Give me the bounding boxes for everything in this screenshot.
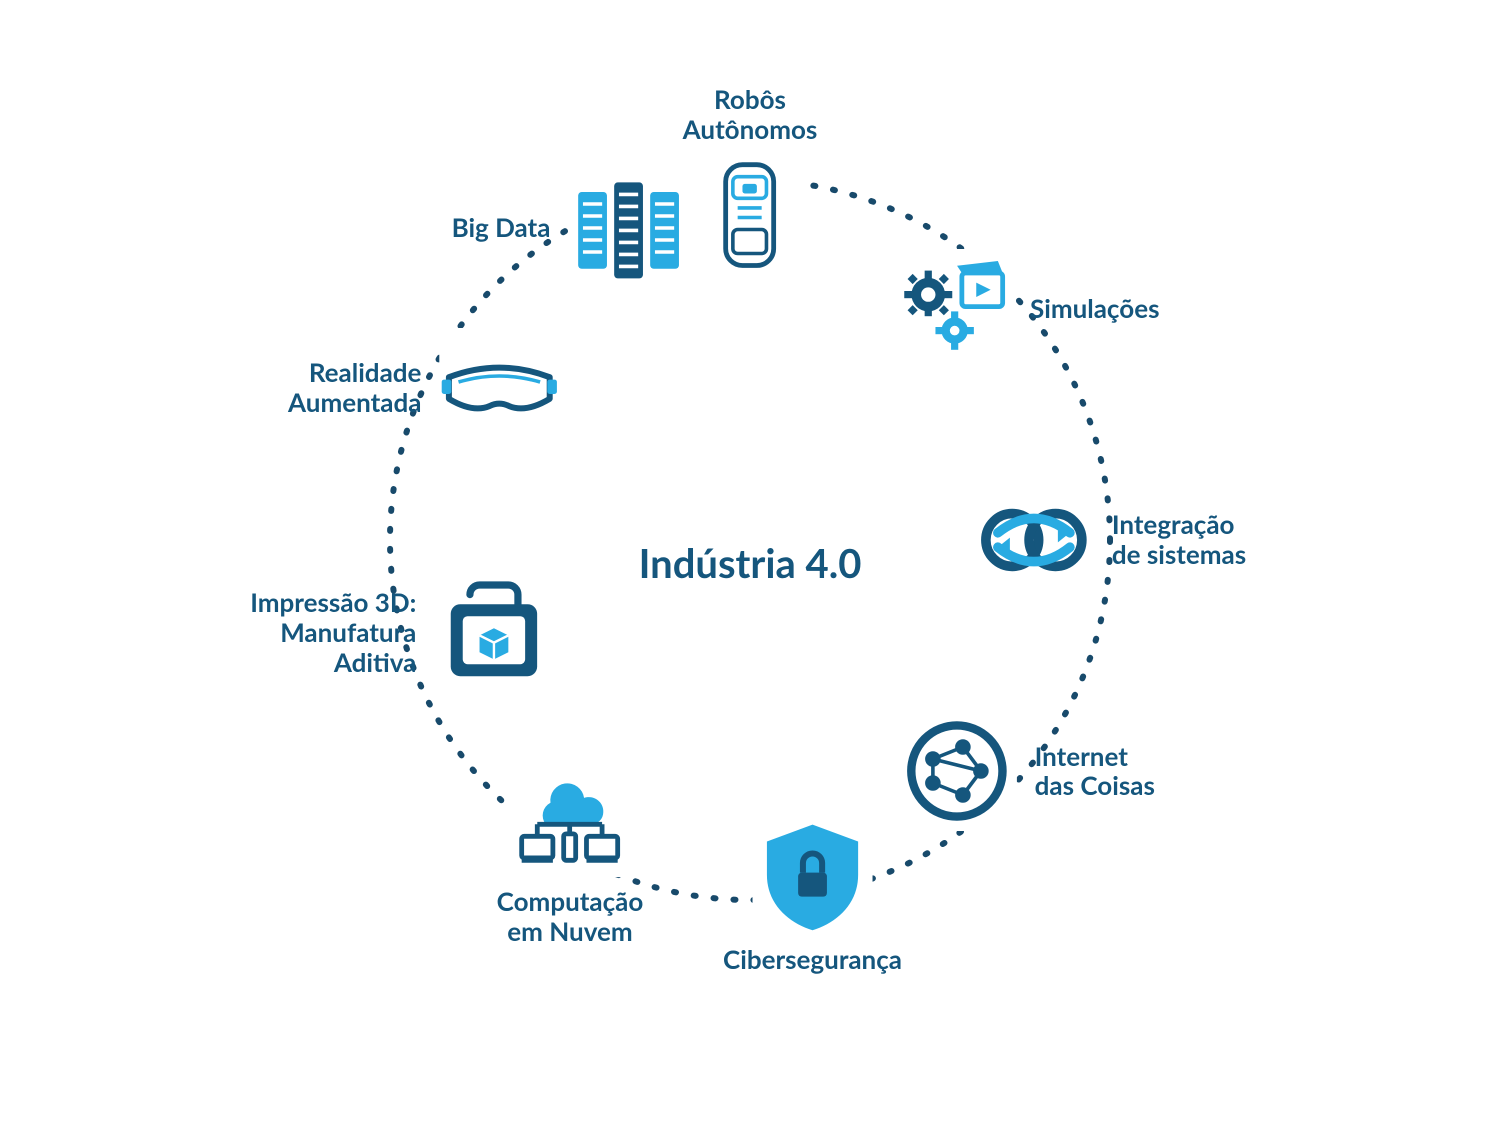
node-label-big-data: Big Data — [452, 213, 551, 243]
node-label-simulacoes: Simulações — [1030, 294, 1159, 324]
node-computacao-nuvem: Computação em Nuvem — [497, 757, 644, 947]
cloud-icon — [510, 757, 630, 877]
node-label-impressao-3d: Impressão 3D: Manufatura Aditiva — [250, 588, 416, 678]
ar-headset-icon — [439, 328, 559, 448]
node-label-robos-autonomos: Robôs Autônomos — [683, 85, 818, 145]
node-simulacoes: Simulações — [892, 249, 1159, 369]
integration-icon — [974, 480, 1094, 600]
node-impressao-3d: Impressão 3D: Manufatura Aditiva — [250, 573, 554, 693]
node-integracao-sistemas: Integração de sistemas — [974, 480, 1246, 600]
node-label-computacao-nuvem: Computação em Nuvem — [497, 887, 644, 947]
node-ciberseguranca: Cibersegurança — [723, 815, 902, 975]
simulation-icon — [892, 249, 1012, 369]
node-internet-coisas: Internet das Coisas — [897, 711, 1155, 831]
node-robos-autonomos: Robôs Autônomos — [683, 85, 818, 275]
node-label-internet-coisas: Internet das Coisas — [1035, 742, 1155, 802]
security-icon — [752, 815, 872, 935]
center-title: Indústria 4.0 — [639, 539, 862, 587]
node-big-data: Big Data — [452, 168, 689, 288]
diagram-stage: Indústria 4.0 Robôs Autônomos Simulações I… — [0, 0, 1500, 1125]
printer3d-icon — [434, 573, 554, 693]
bigdata-icon — [568, 168, 688, 288]
node-label-realidade-aumentada: Realidade Aumentada — [288, 358, 421, 418]
iot-icon — [897, 711, 1017, 831]
node-realidade-aumentada: Realidade Aumentada — [288, 328, 559, 448]
node-label-ciberseguranca: Cibersegurança — [723, 945, 902, 975]
autonomous-car-icon — [690, 155, 810, 275]
node-label-integracao-sistemas: Integração de sistemas — [1112, 510, 1246, 570]
